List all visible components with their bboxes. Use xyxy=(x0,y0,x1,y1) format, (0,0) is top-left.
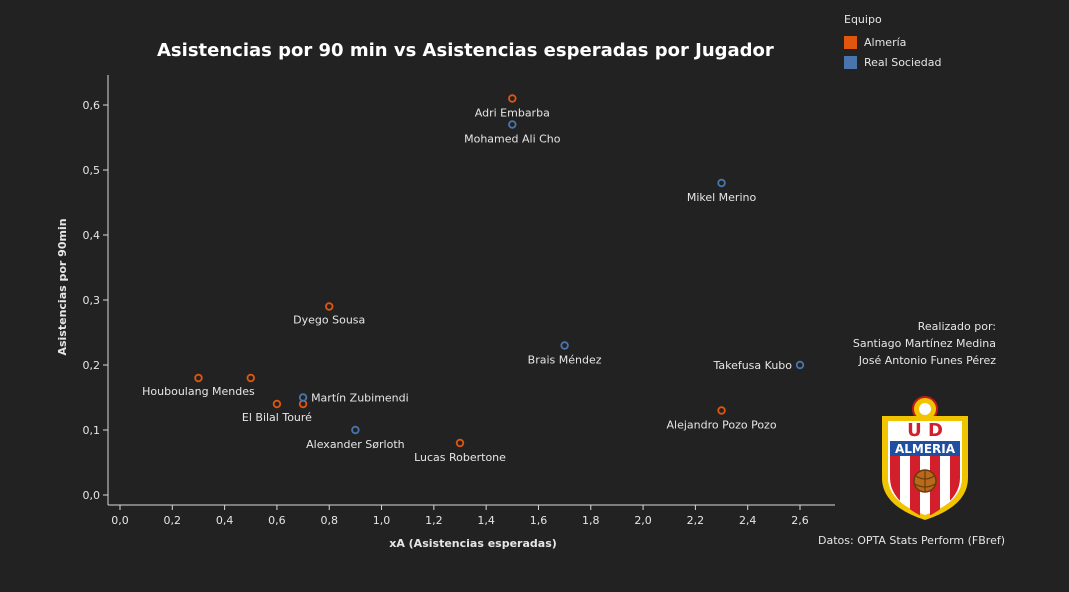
point-label: Dyego Sousa xyxy=(293,314,365,327)
legend: Equipo Almería Real Sociedad xyxy=(844,13,942,72)
data-point xyxy=(325,302,334,311)
credits-heading: Realizado por: xyxy=(917,320,996,333)
credits-author-1: Santiago Martínez Medina xyxy=(852,337,996,350)
source-note: Datos: OPTA Stats Perform (FBref) xyxy=(818,534,1005,547)
credits-author-2: José Antonio Funes Pérez xyxy=(858,354,996,367)
x-tick-label: 0,6 xyxy=(268,514,286,527)
ud-almeria-crest-icon: U D ALMERIA xyxy=(882,396,968,520)
chart-title: Asistencias por 90 min vs Asistencias es… xyxy=(157,40,774,61)
crest-letters: U D xyxy=(907,420,943,441)
y-tick-label: 0,2 xyxy=(83,359,101,372)
y-axis-title: Asistencias por 90min xyxy=(56,218,69,355)
data-point xyxy=(455,438,465,448)
y-tick-label: 0,5 xyxy=(83,164,101,177)
point-label: Mohamed Ali Cho xyxy=(464,133,561,146)
legend-title: Equipo xyxy=(844,13,882,26)
x-tick-label: 2,6 xyxy=(791,514,809,527)
point-label: Mikel Merino xyxy=(687,191,757,204)
data-point xyxy=(508,120,517,129)
point-label: Lucas Robertone xyxy=(414,451,506,464)
x-tick-label: 1,0 xyxy=(373,514,391,527)
x-tick-label: 2,0 xyxy=(634,514,652,527)
legend-swatch-almeria xyxy=(844,35,857,49)
point-label: El Bilal Touré xyxy=(242,411,312,424)
legend-swatch-real-sociedad xyxy=(844,55,857,69)
x-tick-label: 1,6 xyxy=(530,514,548,527)
data-point xyxy=(717,178,726,188)
legend-label-real-sociedad: Real Sociedad xyxy=(864,55,942,69)
x-tick-label: 1,4 xyxy=(477,514,495,527)
x-tick-label: 1,2 xyxy=(425,514,443,527)
data-point xyxy=(795,360,805,370)
y-tick-label: 0,0 xyxy=(83,489,101,502)
legend-item-real-sociedad[interactable]: Real Sociedad xyxy=(844,52,942,72)
legend-item-almeria[interactable]: Almería xyxy=(844,32,942,52)
point-label: Martín Zubimendi xyxy=(311,392,409,405)
point-label: Houboulang Mendes xyxy=(142,385,255,398)
data-point xyxy=(194,373,203,383)
data-point xyxy=(717,406,726,415)
x-tick-label: 2,4 xyxy=(739,514,757,527)
y-tick-label: 0,1 xyxy=(83,424,101,437)
x-tick-label: 2,2 xyxy=(687,514,705,527)
x-tick-label: 0,4 xyxy=(216,514,234,527)
data-point xyxy=(272,399,282,409)
x-tick-label: 0,2 xyxy=(164,514,182,527)
x-tick-label: 0,8 xyxy=(320,514,338,527)
y-tick-label: 0,3 xyxy=(83,294,101,307)
data-point xyxy=(560,341,569,350)
legend-label-almeria: Almería xyxy=(864,35,907,49)
data-point xyxy=(298,393,308,402)
point-label: Brais Méndez xyxy=(528,354,602,367)
point-label: Alexander Sørloth xyxy=(306,438,404,451)
data-point xyxy=(508,94,517,103)
crest-band-text: ALMERIA xyxy=(895,442,956,456)
point-label: Takefusa Kubo xyxy=(712,359,792,372)
y-tick-label: 0,4 xyxy=(83,229,101,242)
x-tick-label: 0,0 xyxy=(111,514,129,527)
x-tick-label: 1,8 xyxy=(582,514,600,527)
data-point xyxy=(351,425,360,435)
point-label: Alejandro Pozo Pozo xyxy=(667,419,777,432)
credits: Realizado por: Santiago Martínez Medina … xyxy=(853,318,996,369)
data-point xyxy=(246,373,255,383)
point-label: Adri Embarba xyxy=(475,107,550,120)
x-axis-title: xA (Asistencias esperadas) xyxy=(389,537,557,550)
y-tick-label: 0,6 xyxy=(83,99,101,112)
